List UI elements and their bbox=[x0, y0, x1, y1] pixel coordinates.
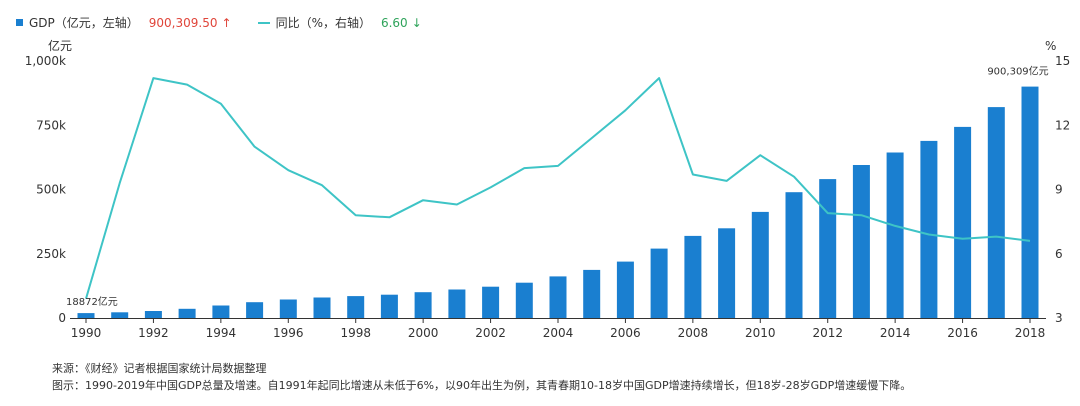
gdp-bar bbox=[313, 297, 331, 318]
x-tick-label: 2014 bbox=[880, 326, 911, 340]
gdp-bar bbox=[482, 286, 500, 318]
x-axis-ticks: 1990 1992 1994 1996 1998 2000 2002 2004 2006 2008… bbox=[71, 318, 1046, 340]
left-axis-ticks: 0 250k 500k 750k 1,000k bbox=[25, 54, 66, 325]
right-tick-label: 3 bbox=[1055, 311, 1063, 325]
gdp-bar bbox=[515, 282, 533, 318]
left-tick-label: 750k bbox=[36, 118, 66, 132]
chart-annotations: 18872亿元 900,309亿元 bbox=[66, 65, 1049, 309]
gdp-bar bbox=[650, 248, 668, 318]
gdp-bar bbox=[144, 311, 162, 318]
gdp-bar bbox=[954, 126, 972, 319]
gdp-bar bbox=[448, 289, 466, 318]
gdp-bar bbox=[785, 192, 803, 318]
x-tick-label: 1994 bbox=[206, 326, 237, 340]
gdp-bar bbox=[178, 308, 196, 318]
yoy-legend-value: 6.60 bbox=[380, 15, 408, 30]
gdp-bars bbox=[77, 86, 1039, 319]
gdp-bar bbox=[852, 165, 870, 318]
gdp-bar bbox=[616, 261, 634, 318]
chart-legend: GDP（亿元，左轴） 900,309.50 ↑ 同比（%，右轴） 6.60 ↓ bbox=[16, 14, 422, 31]
yoy-legend-label: 同比（%，右轴） bbox=[275, 16, 371, 30]
x-tick-label: 2012 bbox=[812, 326, 843, 340]
x-tick-label: 2010 bbox=[745, 326, 776, 340]
gdp-bar bbox=[819, 179, 837, 318]
x-tick-label: 1992 bbox=[138, 326, 169, 340]
x-tick-label: 1996 bbox=[273, 326, 304, 340]
x-tick-label: 2018 bbox=[1015, 326, 1046, 340]
right-axis-ticks: 3 6 9 12 15 bbox=[1055, 54, 1070, 325]
gdp-bar bbox=[347, 296, 365, 318]
caption-source: 来源：《财经》记者根据国家统计局数据整理 bbox=[52, 362, 267, 375]
gdp-bar bbox=[1021, 86, 1039, 318]
gdp-bar bbox=[751, 211, 769, 318]
x-tick-label: 2000 bbox=[408, 326, 439, 340]
gdp-bar bbox=[414, 292, 432, 318]
gdp-bar bbox=[718, 228, 736, 318]
left-axis-unit: 亿元 bbox=[48, 38, 72, 53]
gdp-bar bbox=[246, 302, 264, 318]
left-tick-label: 1,000k bbox=[25, 54, 66, 68]
gdp-bar bbox=[111, 312, 129, 318]
x-tick-label: 2016 bbox=[947, 326, 978, 340]
gdp-bar bbox=[684, 235, 702, 318]
yoy-legend-swatch bbox=[257, 21, 270, 24]
gdp-bar bbox=[212, 305, 230, 318]
right-axis-unit: % bbox=[1045, 39, 1056, 53]
right-tick-label: 12 bbox=[1055, 118, 1070, 132]
x-tick-label: 2006 bbox=[610, 326, 641, 340]
right-tick-label: 15 bbox=[1055, 54, 1070, 68]
gdp-legend-label: GDP（亿元，左轴） bbox=[29, 16, 139, 30]
gdp-bar bbox=[380, 294, 398, 318]
gdp-bar bbox=[279, 299, 297, 318]
gdp-bar bbox=[920, 140, 938, 318]
gdp-bar bbox=[583, 269, 601, 318]
data-label: 18872亿元 bbox=[66, 295, 118, 308]
x-tick-label: 1998 bbox=[340, 326, 371, 340]
x-tick-label: 2002 bbox=[475, 326, 506, 340]
gdp-bar bbox=[987, 107, 1005, 318]
gdp-bar bbox=[549, 276, 567, 318]
gdp-bar bbox=[77, 313, 95, 318]
caption-note: 图示：1990-2019年中国GDP总量及增速。自1991年起同比增速从未低于6… bbox=[52, 379, 912, 392]
left-tick-label: 250k bbox=[36, 247, 66, 261]
gdp-legend-value: 900,309.50 bbox=[148, 15, 218, 30]
x-tick-label: 2004 bbox=[543, 326, 574, 340]
yoy-line bbox=[85, 77, 1031, 299]
right-tick-label: 6 bbox=[1055, 247, 1063, 261]
left-tick-label: 0 bbox=[58, 311, 66, 325]
right-tick-label: 9 bbox=[1055, 183, 1063, 197]
data-label: 900,309亿元 bbox=[987, 65, 1048, 78]
x-tick-label: 2008 bbox=[678, 326, 709, 340]
left-tick-label: 500k bbox=[36, 183, 66, 197]
x-tick-label: 1990 bbox=[71, 326, 102, 340]
arrow-up-icon: ↑ bbox=[221, 15, 232, 30]
gdp-legend-swatch bbox=[16, 19, 23, 26]
arrow-down-icon: ↓ bbox=[411, 15, 422, 30]
gdp-bar bbox=[886, 152, 904, 318]
